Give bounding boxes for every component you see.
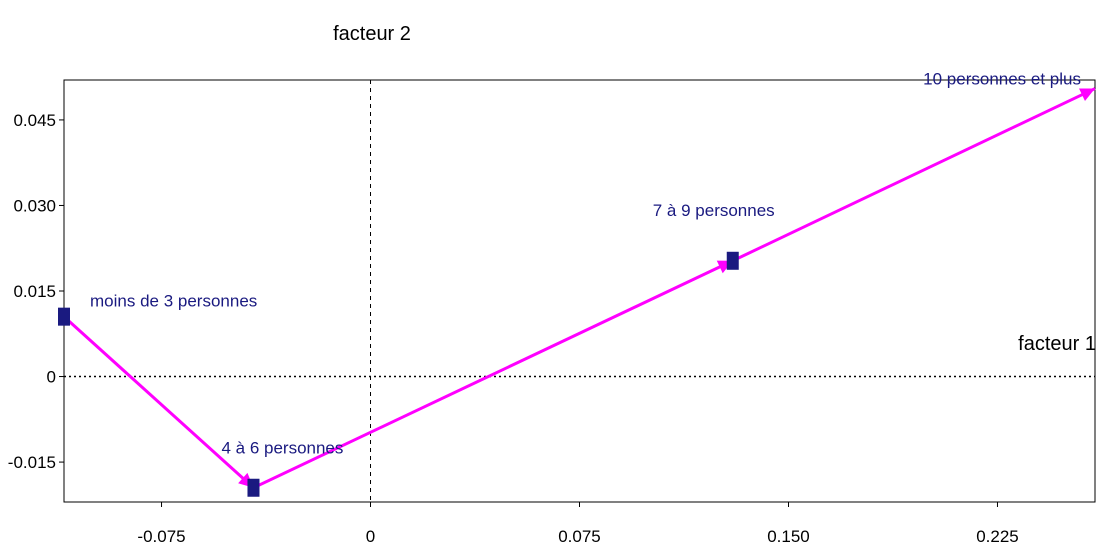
data-point-label: moins de 3 personnes (90, 292, 257, 311)
x-tick-label: 0 (366, 527, 375, 546)
data-point-label: 7 à 9 personnes (653, 201, 775, 220)
x-axis-title: facteur 1 (1018, 333, 1096, 355)
y-tick-label: -0.015 (8, 453, 56, 472)
data-point-label: 4 à 6 personnes (221, 439, 343, 458)
series-arrowhead (1079, 88, 1095, 102)
y-tick-label: 0.030 (13, 196, 56, 215)
data-point-marker (247, 478, 260, 497)
series-segment (62, 315, 255, 489)
y-tick-label: 0 (47, 368, 56, 387)
series-segment (732, 87, 1096, 263)
series-segment (252, 259, 734, 490)
y-tick-label: 0.015 (13, 282, 56, 301)
x-tick-label: 0.150 (767, 527, 810, 546)
x-tick-label: 0.225 (976, 527, 1019, 546)
data-point-label: 10 personnes et plus (923, 70, 1081, 89)
data-point-marker (726, 251, 739, 270)
y-tick-label: 0.045 (13, 111, 56, 130)
y-axis-title: facteur 2 (333, 23, 411, 45)
x-tick-label: -0.075 (137, 527, 185, 546)
x-tick-label: 0.075 (558, 527, 601, 546)
data-point-marker (58, 307, 70, 326)
